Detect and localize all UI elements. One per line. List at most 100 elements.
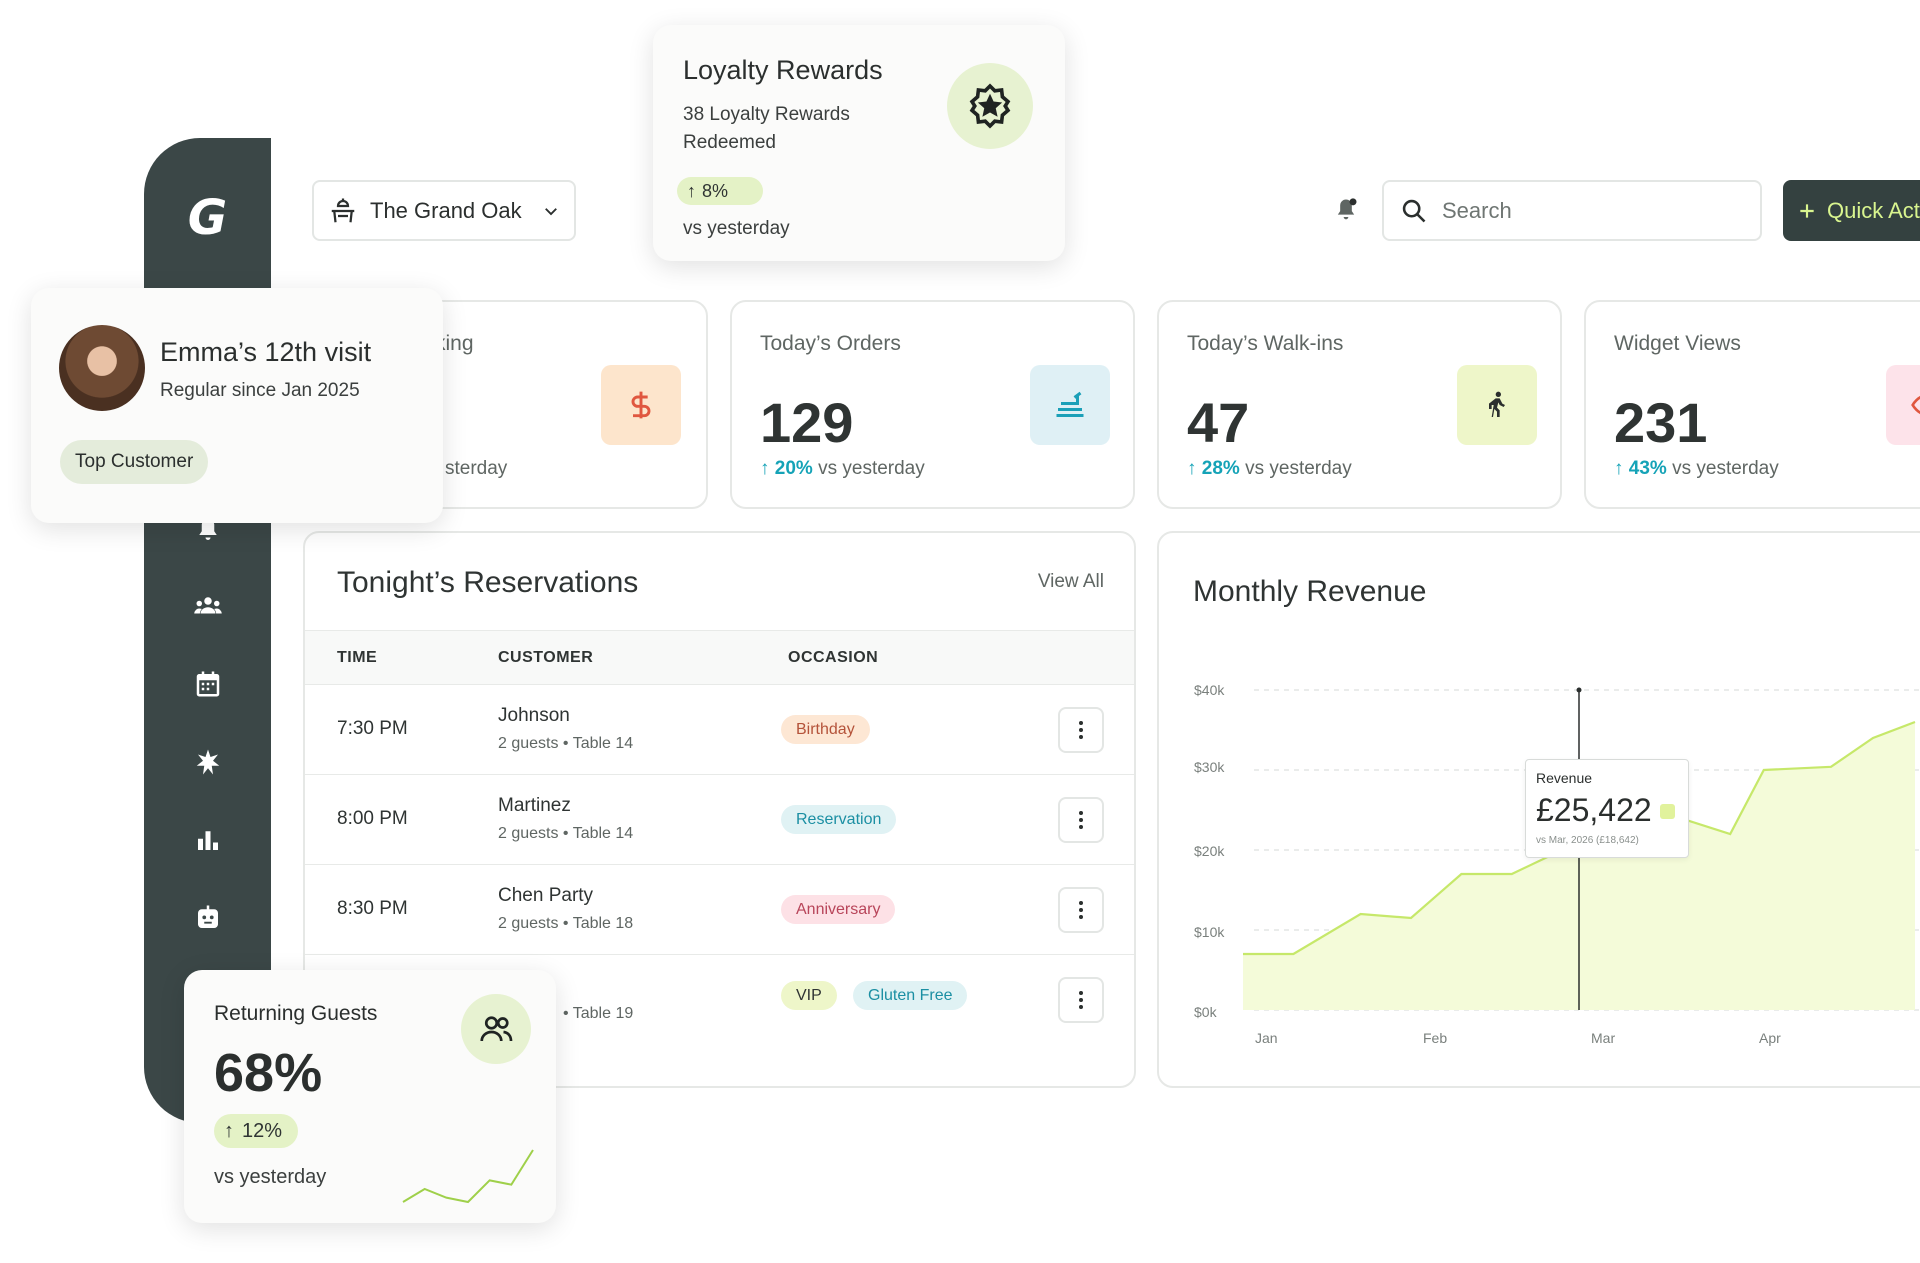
row-menu-button[interactable] <box>1058 707 1104 753</box>
stat-icon-box <box>1030 365 1110 445</box>
chart-tooltip: Revenue £25,422 vs Mar, 2026 (£18,642) <box>1525 759 1689 858</box>
view-all-link[interactable]: View All <box>1037 571 1104 592</box>
venue-selector[interactable]: The Grand Oak <box>312 180 576 241</box>
customer-name: Johnson <box>498 705 570 726</box>
people-icon <box>193 597 222 614</box>
search-icon <box>1402 199 1426 222</box>
eye-icon <box>1911 396 1920 414</box>
more-vertical-icon <box>1079 721 1083 739</box>
dollar-icon <box>631 391 651 419</box>
customer-name: Martinez <box>498 795 571 816</box>
stat-card-widget-views[interactable]: Widget Views 231 ↑ 43% vs yesterday <box>1584 300 1920 509</box>
table-row[interactable]: 8:00 PM Martinez 2 guests • Table 14 Res… <box>305 775 1134 865</box>
quick-action-label: Quick Act <box>1827 197 1920 223</box>
stat-title: Today’s Orders <box>760 332 901 355</box>
stat-icon-box <box>1457 365 1537 445</box>
table-row[interactable]: 7:30 PM Johnson 2 guests • Table 14 Birt… <box>305 685 1134 775</box>
venue-name: The Grand Oak <box>370 197 522 223</box>
stat-card-orders[interactable]: Today’s Orders 129 ↑ 20% vs yesterday <box>730 300 1135 509</box>
highlight-point <box>1576 687 1582 693</box>
sidebar-item-guests[interactable] <box>144 586 271 626</box>
sidebar-item-notifications[interactable] <box>144 510 271 550</box>
customer-details: • Table 19 <box>563 1005 634 1022</box>
avatar <box>59 325 145 411</box>
notifications-button[interactable] <box>1328 192 1364 228</box>
stat-icon-box <box>1886 365 1920 445</box>
sidebar-item-reports[interactable] <box>144 820 271 860</box>
customer-name: Chen Party <box>498 885 594 906</box>
customer-visit-card[interactable]: Emma’s 12th visit Regular since Jan 2025… <box>31 288 443 523</box>
table-row[interactable]: 8:30 PM Chen Party 2 guests • Table 18 A… <box>305 865 1134 955</box>
occasion-tag: Anniversary <box>781 895 896 924</box>
search-bar <box>1382 180 1762 241</box>
stat-value: 47 <box>1187 391 1250 454</box>
bot-icon <box>197 905 218 928</box>
stat-value: 129 <box>760 391 854 454</box>
reservation-time: 7:30 PM <box>337 718 408 739</box>
loyalty-rewards-card[interactable]: Loyalty Rewards 38 Loyalty Rewards Redee… <box>653 25 1065 261</box>
stat-title: Today’s Walk-ins <box>1187 332 1344 355</box>
stat-change-text: vs yesterday <box>1245 458 1352 479</box>
row-menu-button[interactable] <box>1058 887 1104 933</box>
stat-change-pct: 28% <box>1201 458 1240 479</box>
reservation-time: 8:00 PM <box>337 808 408 829</box>
revenue-panel: Monthly Revenue $40k $30k $20k $10k $0k … <box>1157 531 1920 1088</box>
more-vertical-icon <box>1079 811 1083 829</box>
y-tick-label: $10k <box>1194 924 1225 940</box>
x-tick-label: Jan <box>1255 1030 1278 1046</box>
customer-visit-title: Emma’s 12th visit <box>160 337 372 367</box>
bar-chart-icon <box>197 831 218 850</box>
search-input[interactable] <box>1442 197 1742 224</box>
tooltip-value: £25,422 <box>1536 792 1652 828</box>
table-row[interactable]: • Table 19 VIP Gluten Free <box>305 955 1134 1045</box>
stat-change-pct: 20% <box>774 458 813 479</box>
returning-change-badge: ↑ 12% <box>214 1114 298 1148</box>
returning-guests-card[interactable]: Returning Guests 68% ↑ 12% vs yesterday <box>184 970 556 1223</box>
sidebar-item-marketing[interactable] <box>144 742 271 782</box>
loyalty-compare: vs yesterday <box>683 218 790 239</box>
returning-title: Returning Guests <box>214 1002 378 1025</box>
stat-change: ↑ 43% vs yesterday <box>1614 458 1779 479</box>
returning-sparkline <box>402 1149 534 1204</box>
x-tick-label: Mar <box>1591 1030 1616 1046</box>
restaurant-icon <box>331 198 355 222</box>
x-tick-label: Feb <box>1423 1030 1448 1046</box>
customer-tag: Top Customer <box>60 440 209 484</box>
y-tick-label: $0k <box>1194 1004 1217 1020</box>
stat-change: ↑ 20% vs yesterday <box>760 458 925 479</box>
row-menu-button[interactable] <box>1058 797 1104 843</box>
returning-change: 12% <box>242 1119 283 1142</box>
loyalty-change: 8% <box>702 180 729 201</box>
stat-icon-box <box>601 365 681 445</box>
chevron-down-icon <box>545 207 557 215</box>
x-tick-label: Apr <box>1759 1030 1781 1046</box>
stat-change-pct: 43% <box>1628 458 1667 479</box>
quick-action-button[interactable]: Quick Act <box>1783 180 1920 241</box>
loyalty-icon-box <box>947 63 1033 149</box>
star-badge-icon <box>969 83 1011 129</box>
stat-change-text: vs yesterday <box>1672 458 1779 479</box>
tooltip-compare: vs Mar, 2026 (£18,642) <box>1536 835 1639 846</box>
loyalty-change-badge: ↑ 8% <box>677 177 763 205</box>
stat-card-walkins[interactable]: Today’s Walk-ins 47 ↑ 28% vs yesterday <box>1157 300 1562 509</box>
stat-change-text: sterday <box>445 458 508 479</box>
loyalty-title: Loyalty Rewards <box>683 55 883 85</box>
returning-value: 68% <box>214 1043 323 1103</box>
stat-value: 231 <box>1614 391 1708 454</box>
returning-compare: vs yesterday <box>214 1166 327 1188</box>
sidebar-item-assistant[interactable] <box>144 898 271 938</box>
reservation-time: 8:30 PM <box>337 898 408 919</box>
customer-details: 2 guests • Table 14 <box>498 735 634 752</box>
customer-details: 2 guests • Table 18 <box>498 915 634 932</box>
sparkline-path <box>402 1149 534 1204</box>
row-menu-button[interactable] <box>1058 977 1104 1023</box>
logo[interactable]: G <box>187 190 228 246</box>
stat-title: Widget Views <box>1614 332 1741 355</box>
stat-change-text: vs yesterday <box>818 458 925 479</box>
y-tick-label: $30k <box>1194 759 1225 775</box>
more-vertical-icon <box>1079 991 1083 1009</box>
returning-icon-box <box>461 994 531 1064</box>
stat-change: ↑ 28% vs yesterday <box>1187 458 1352 479</box>
sidebar-item-calendar[interactable] <box>144 664 271 704</box>
